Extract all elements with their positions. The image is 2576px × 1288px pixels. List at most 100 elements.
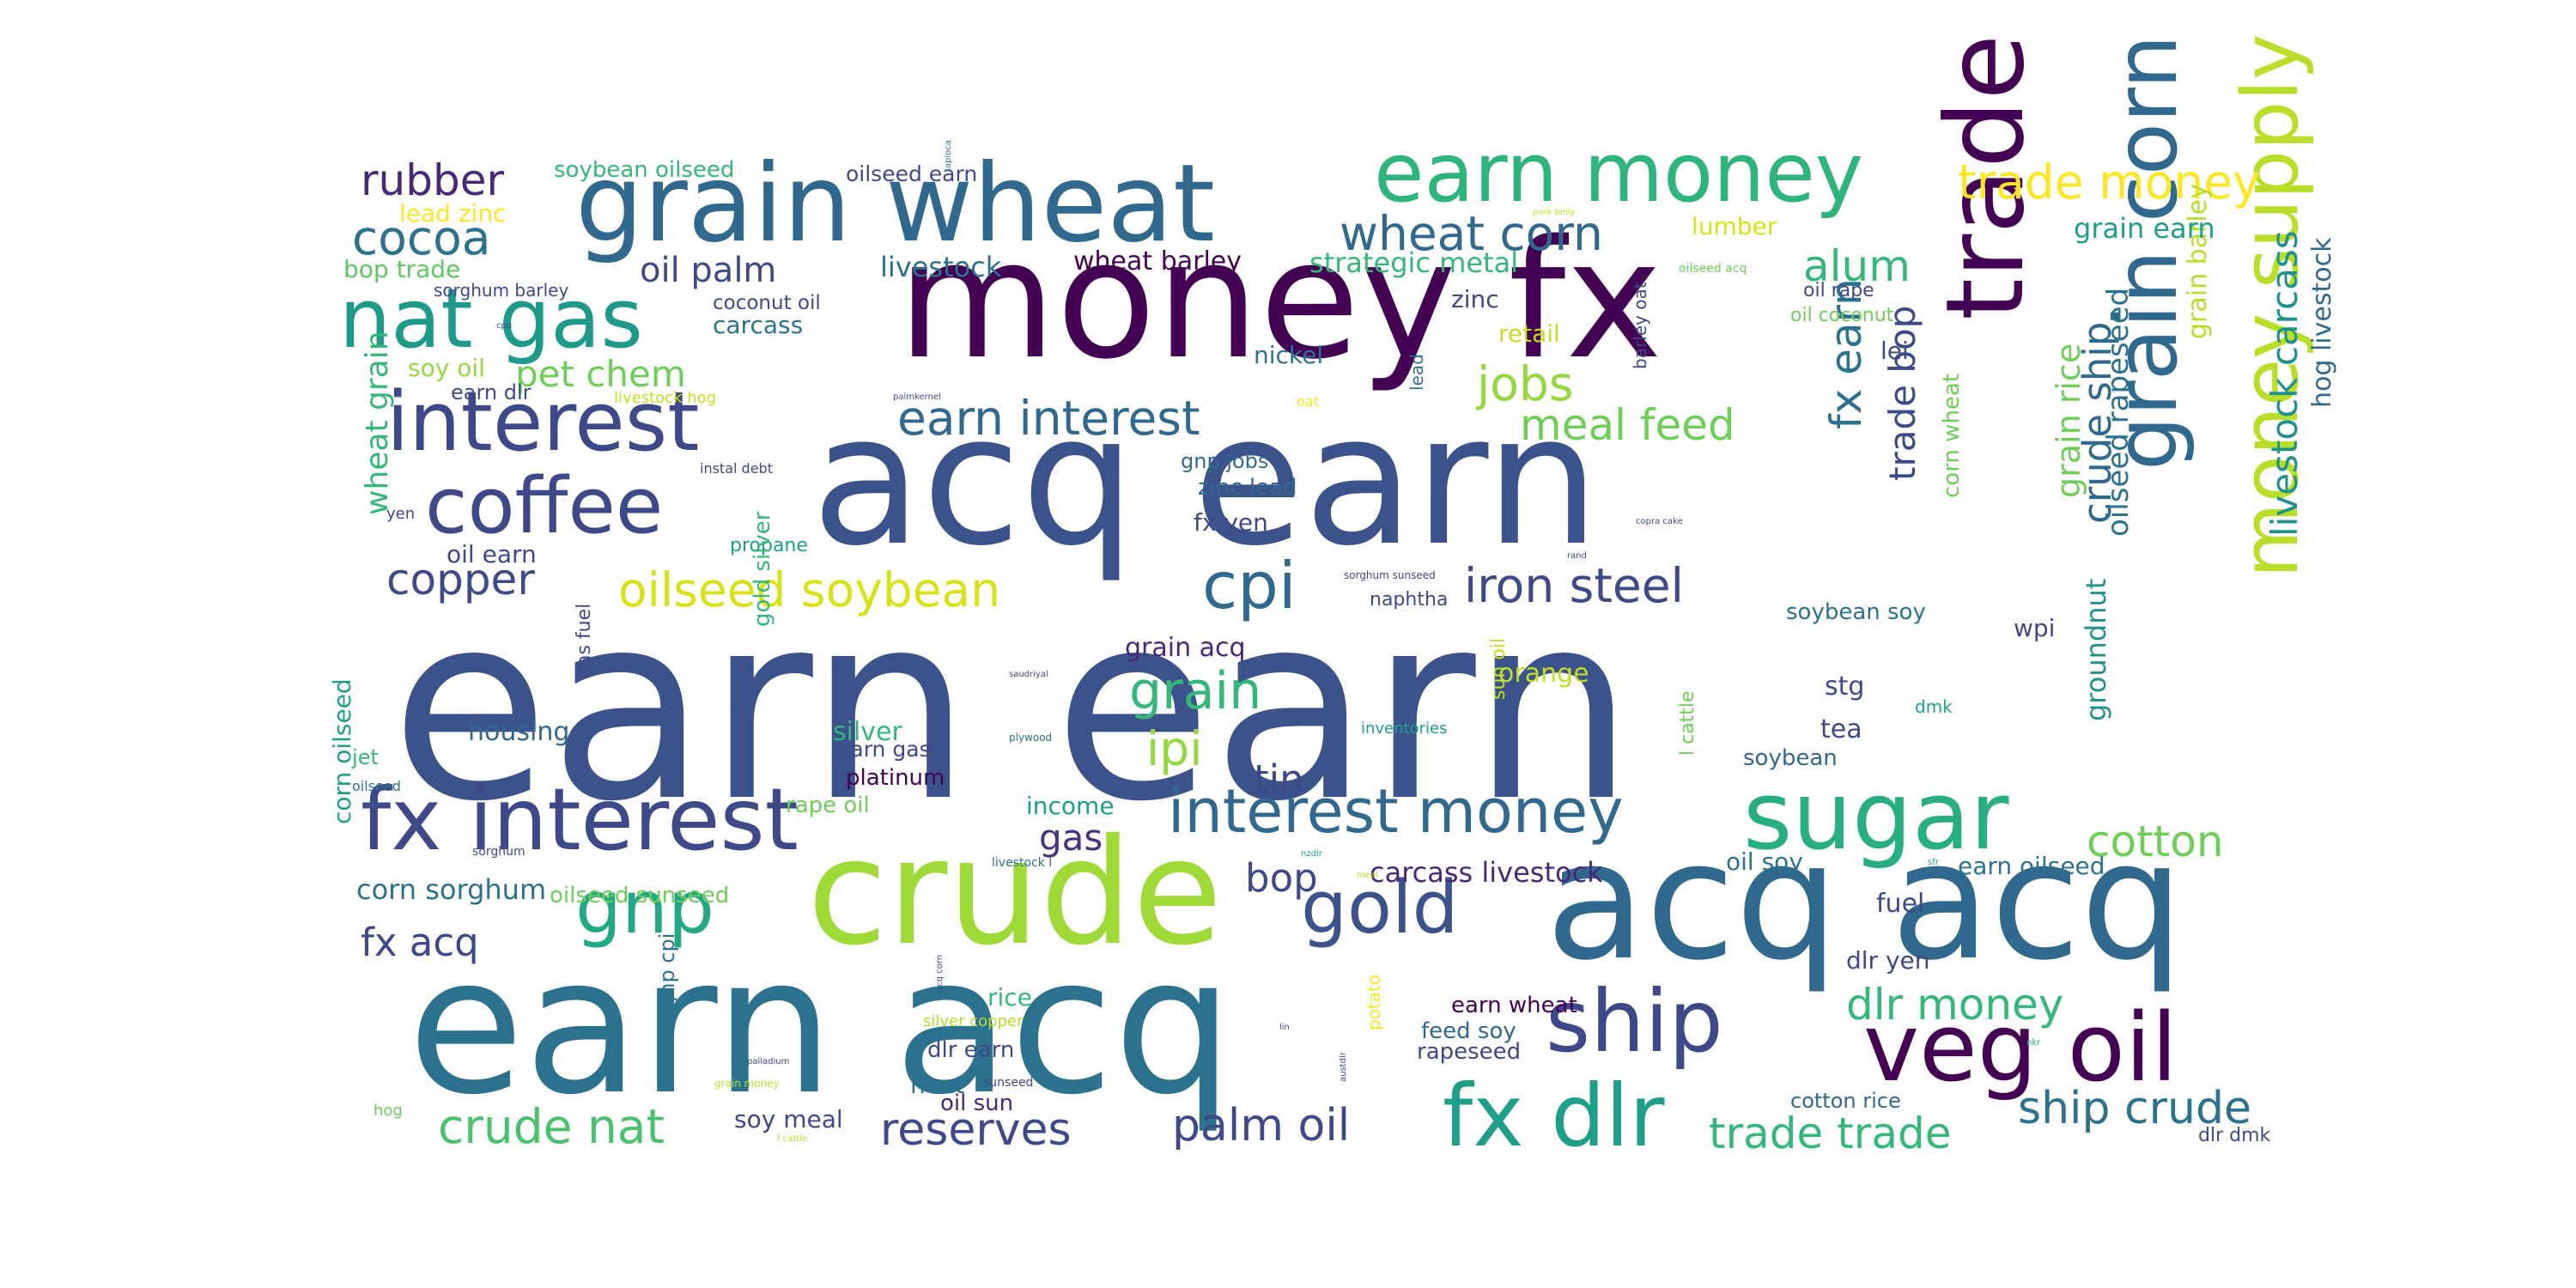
word-ship: ship bbox=[1546, 971, 1723, 1072]
word-earn-oilseed: earn oilseed bbox=[1958, 852, 2105, 880]
word-rand: rand bbox=[1567, 551, 1587, 561]
word-stg: stg bbox=[1825, 671, 1865, 702]
word-income: income bbox=[1026, 792, 1115, 820]
word-zinc: zinc bbox=[1451, 285, 1499, 313]
word-tea: tea bbox=[1820, 714, 1862, 744]
word-rape-oil: rape oil bbox=[786, 793, 870, 818]
word-feed-soy: feed soy bbox=[1421, 1018, 1516, 1044]
word-grain: grain bbox=[1129, 661, 1262, 721]
word-livestock-carcass: livestock carcass bbox=[2263, 230, 2306, 537]
word-dlr-dmk: dlr dmk bbox=[2198, 1125, 2271, 1146]
word-housing: housing bbox=[468, 717, 570, 747]
word-ship-crude: ship crude bbox=[2018, 1083, 2251, 1134]
word-reserves: reserves bbox=[880, 1104, 1072, 1156]
word-gnp: gnp bbox=[575, 866, 714, 951]
word-corn-oilseed: corn oilseed bbox=[328, 678, 356, 824]
word-f-cattle: f cattle bbox=[777, 1134, 808, 1144]
word-gas: gas bbox=[1039, 817, 1103, 859]
word-ipi: ipi bbox=[1146, 721, 1203, 776]
word-hog: hog bbox=[374, 1102, 403, 1120]
word-alum: alum bbox=[1803, 241, 1911, 291]
word-lead-zinc: lead zinc bbox=[399, 199, 507, 228]
word-lead: lead bbox=[1406, 354, 1427, 391]
word-coffee: coffee bbox=[425, 461, 664, 551]
word-palmkernel: palmkernel bbox=[893, 392, 941, 402]
word-dlr-earn: dlr earn bbox=[927, 1037, 1015, 1063]
word-fx-yen: fx yen bbox=[1194, 508, 1268, 537]
word-oat: oat bbox=[1297, 393, 1319, 410]
word-palm-oil: palm oil bbox=[1172, 1100, 1351, 1151]
word-retail: retail bbox=[1498, 319, 1560, 348]
word-soybean: soybean bbox=[1743, 745, 1838, 771]
word-oil-palm: oil palm bbox=[640, 251, 777, 290]
word-dmk: dmk bbox=[1915, 696, 1953, 717]
word-earn-acq: earn acq bbox=[408, 916, 1234, 1136]
word-cpi: cpi bbox=[1202, 548, 1297, 623]
word-austdlr: austdlr bbox=[1339, 1052, 1348, 1082]
word-strategic-metal: strategic metal bbox=[1309, 246, 1519, 279]
word-oilseed-rapeseed: oilseed rapeseed bbox=[2101, 287, 2136, 537]
word-wheat-barley: wheat barley bbox=[1073, 246, 1242, 276]
word-sunseed: sunseed bbox=[983, 1076, 1034, 1090]
word-grain-acq: grain acq bbox=[1125, 633, 1246, 663]
word-bop: bop bbox=[1245, 855, 1318, 901]
word-oilseed-earn: oilseed earn bbox=[846, 161, 978, 186]
word-meal: meal bbox=[1357, 871, 1378, 880]
word-livestock-hog: livestock hog bbox=[614, 389, 717, 407]
word-cpu: cpu bbox=[496, 321, 513, 331]
word-oil-rape: oil rape bbox=[1803, 280, 1874, 301]
word-copra-cake: copra cake bbox=[1636, 517, 1683, 526]
word-zinc-lead: zinc lead bbox=[1198, 475, 1297, 501]
word-fx-acq: fx acq bbox=[361, 920, 479, 965]
word-oil-sun: oil sun bbox=[940, 1091, 1014, 1116]
word-soybean-oilseed: soybean oilseed bbox=[554, 157, 735, 183]
word-copper: copper bbox=[386, 555, 535, 605]
word-soy-oil: soy oil bbox=[408, 354, 485, 382]
word-silver: silver bbox=[833, 717, 902, 747]
word-wheat-corn: wheat corn bbox=[1340, 206, 1603, 261]
word-iron-steel: iron steel bbox=[1464, 558, 1684, 613]
word-pet-chem: pet chem bbox=[515, 353, 686, 395]
word-acq-corn: acq corn bbox=[935, 954, 945, 992]
word-oil-soy: oil soy bbox=[1726, 848, 1803, 876]
word-nickel: nickel bbox=[1254, 341, 1324, 369]
word-interest-money: interest money bbox=[1168, 776, 1624, 847]
word-dlr-yen: dlr yen bbox=[1846, 946, 1930, 975]
word-palladium: palladium bbox=[747, 1057, 790, 1066]
word-sugar: sugar bbox=[1743, 761, 2009, 871]
word-jet: jet bbox=[352, 745, 379, 769]
word-coconut-oil: coconut oil bbox=[713, 292, 821, 314]
word-bop-trade: bop trade bbox=[343, 255, 461, 283]
word-gold: gold bbox=[1301, 866, 1459, 951]
word-sun-oil: sun oil bbox=[1488, 637, 1510, 700]
word-orange: orange bbox=[1498, 659, 1589, 689]
word-gnp-cpi: gnp cpi bbox=[655, 933, 679, 1009]
word-propane: propane bbox=[730, 535, 808, 556]
word-sorghum-barley: sorghum barley bbox=[434, 280, 569, 301]
word-carcass-livestock: carcass livestock bbox=[1370, 856, 1603, 889]
word-fx-interest: fx interest bbox=[361, 769, 799, 870]
word-oil-coconut: oil coconut bbox=[1790, 305, 1894, 326]
word-grain-rice: grain rice bbox=[2050, 343, 2087, 498]
word-grain-wheat: grain wheat bbox=[575, 142, 1215, 266]
word-yen: yen bbox=[386, 505, 416, 523]
word-meal-feed: meal feed bbox=[1520, 400, 1735, 450]
word-saudriyal: saudriyal bbox=[1009, 670, 1048, 679]
word-grain-barley: grain barley bbox=[2183, 184, 2213, 339]
word-rice: rice bbox=[987, 983, 1032, 1012]
word-soy-meal: soy meal bbox=[734, 1105, 843, 1133]
word-groundnut: groundnut bbox=[2080, 578, 2112, 721]
word-cotton-rice: cotton rice bbox=[1790, 1089, 1901, 1113]
word-jobs: jobs bbox=[1477, 356, 1574, 411]
word-corn-sorghum: corn sorghum bbox=[356, 873, 547, 906]
word-oilseed-acq: oilseed acq bbox=[1679, 262, 1747, 276]
word-veg-oil: veg oil bbox=[1863, 993, 2178, 1103]
word-dlr-money: dlr money bbox=[1846, 980, 2064, 1030]
word-earn-money: earn money bbox=[1374, 126, 1863, 221]
word-earn-interest: earn interest bbox=[897, 391, 1200, 446]
word-grain-money: grain money bbox=[714, 1078, 780, 1090]
word-naphtha: naphtha bbox=[1370, 589, 1449, 611]
word-lin: lin bbox=[1279, 1023, 1290, 1032]
word-nkr: nkr bbox=[2026, 1038, 2041, 1048]
